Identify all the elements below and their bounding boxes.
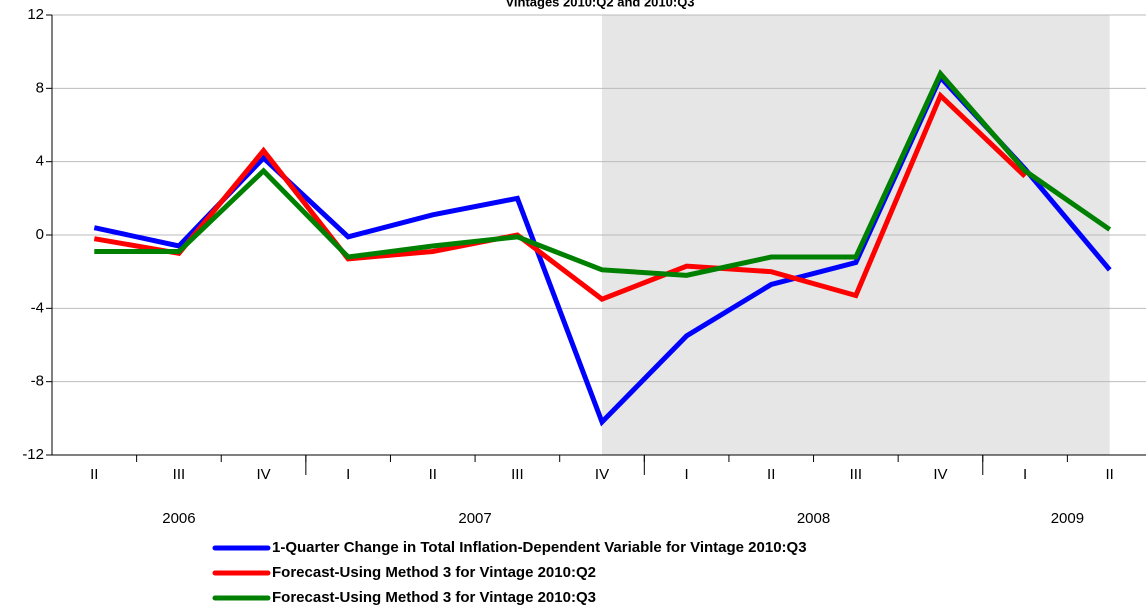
x-tick-label: IV (933, 466, 947, 483)
x-tick-label: IV (256, 466, 270, 483)
x-tick-label: III (511, 466, 524, 483)
y-tick-label: 0 (36, 226, 44, 243)
x-tick-label: I (1023, 466, 1027, 483)
year-label: 2006 (162, 510, 195, 527)
x-tick-label: I (685, 466, 689, 483)
legend-label: Forecast-Using Method 3 for Vintage 2010… (272, 589, 596, 606)
y-tick-label: -12 (22, 446, 44, 463)
y-tick-label: -4 (31, 299, 44, 316)
legend-label: Forecast-Using Method 3 for Vintage 2010… (272, 564, 596, 581)
year-label: 2009 (1051, 510, 1084, 527)
y-tick-label: 4 (36, 153, 44, 170)
x-tick-label: III (173, 466, 186, 483)
x-tick-label: II (767, 466, 775, 483)
legend: 1-Quarter Change in Total Inflation-Depe… (212, 539, 807, 606)
x-tick-label: IV (595, 466, 609, 483)
x-tick-label: II (429, 466, 437, 483)
chart-title: Vintages 2010:Q2 and 2010:Q3 (505, 0, 694, 9)
series-line (93, 91, 1027, 303)
year-label: 2007 (458, 510, 491, 527)
x-tick-label: III (850, 466, 863, 483)
y-tick-label: 12 (27, 6, 44, 23)
x-tick-label: II (1106, 466, 1114, 483)
y-tick-label: 8 (36, 79, 44, 96)
series-line (94, 69, 1112, 278)
year-label: 2008 (797, 510, 830, 527)
x-tick-label: I (346, 466, 350, 483)
x-tick-label: II (90, 466, 98, 483)
y-tick-label: -8 (31, 373, 44, 390)
legend-label: 1-Quarter Change in Total Inflation-Depe… (272, 539, 807, 556)
